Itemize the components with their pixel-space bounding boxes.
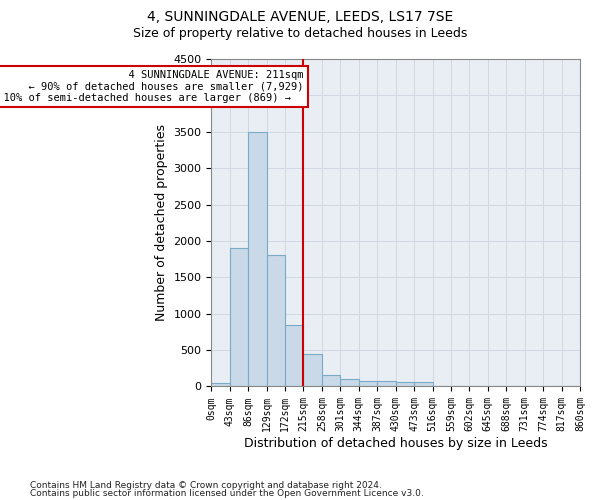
Text: Size of property relative to detached houses in Leeds: Size of property relative to detached ho… bbox=[133, 28, 467, 40]
Text: 4 SUNNINGDALE AVENUE: 211sqm
  ← 90% of detached houses are smaller (7,929)
  10: 4 SUNNINGDALE AVENUE: 211sqm ← 90% of de… bbox=[0, 70, 304, 103]
Bar bbox=[340, 379, 359, 386]
Text: Contains public sector information licensed under the Open Government Licence v3: Contains public sector information licen… bbox=[30, 489, 424, 498]
Y-axis label: Number of detached properties: Number of detached properties bbox=[155, 124, 168, 321]
Bar bbox=[377, 381, 395, 386]
Bar bbox=[266, 256, 285, 386]
Bar bbox=[230, 248, 248, 386]
Bar bbox=[395, 382, 414, 386]
Bar bbox=[322, 375, 340, 386]
Bar bbox=[211, 383, 230, 386]
Bar bbox=[359, 380, 377, 386]
X-axis label: Distribution of detached houses by size in Leeds: Distribution of detached houses by size … bbox=[244, 437, 547, 450]
Bar bbox=[414, 382, 433, 386]
Bar bbox=[285, 324, 304, 386]
Text: Contains HM Land Registry data © Crown copyright and database right 2024.: Contains HM Land Registry data © Crown c… bbox=[30, 480, 382, 490]
Bar bbox=[304, 354, 322, 386]
Text: 4, SUNNINGDALE AVENUE, LEEDS, LS17 7SE: 4, SUNNINGDALE AVENUE, LEEDS, LS17 7SE bbox=[147, 10, 453, 24]
Bar bbox=[248, 132, 266, 386]
